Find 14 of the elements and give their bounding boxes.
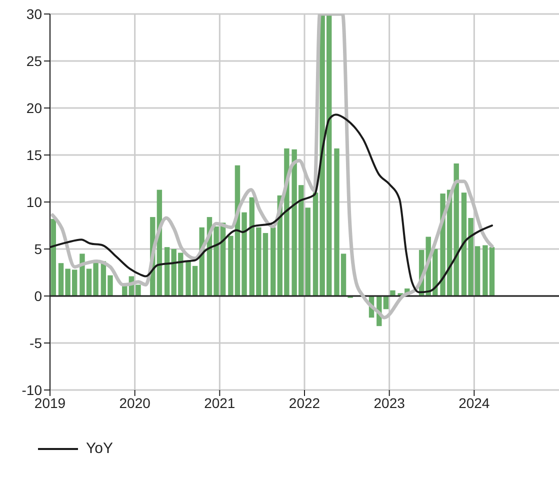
y-tick-label: 15 (26, 146, 42, 163)
x-tick-label: 2022 (288, 394, 320, 411)
y-tick-label: -5 (30, 334, 42, 351)
y-tick-label: 25 (26, 52, 42, 69)
x-tick-label: 2023 (374, 394, 406, 411)
y-tick-label: 20 (26, 100, 42, 116)
legend-label: YoY (85, 440, 113, 457)
x-tick-label: 2024 (458, 394, 490, 411)
y-tick-label: 30 (26, 6, 42, 22)
y-tick-label: 0 (34, 288, 42, 304)
y-tick-label: 5 (34, 240, 42, 257)
y-tick-label: 10 (26, 194, 42, 210)
x-tick-label: 2021 (204, 394, 236, 411)
x-tick-label: 2020 (119, 394, 151, 411)
